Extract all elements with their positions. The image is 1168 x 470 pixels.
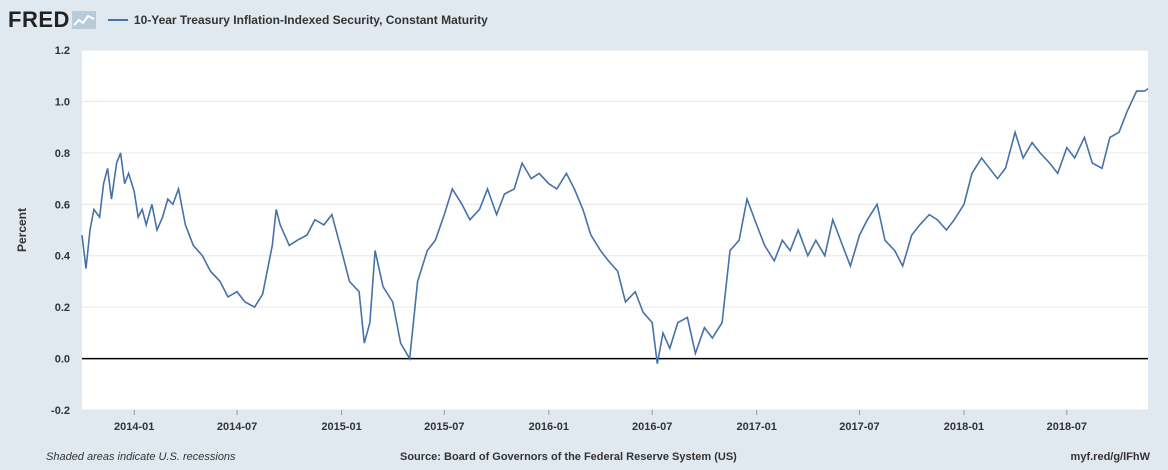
y-tick-label: 1.0 (55, 96, 70, 108)
x-tick-label: 2017-07 (839, 421, 879, 433)
x-tick-label: 2016-01 (529, 421, 569, 433)
y-tick-label: 0.4 (55, 251, 71, 263)
line-chart-icon (71, 11, 96, 29)
y-tick-label: 0.2 (55, 302, 70, 314)
recessions-note: Shaded areas indicate U.S. recessions (46, 451, 236, 463)
source-text: Source: Board of Governors of the Federa… (400, 451, 737, 463)
series-line[interactable] (81, 87, 1149, 364)
y-tick-label: 1.2 (55, 45, 70, 57)
x-tick-label: 2014-01 (114, 421, 154, 433)
legend-label: 10-Year Treasury Inflation-Indexed Secur… (133, 13, 488, 27)
x-axis: 2014-01 2014-07 2015-01 2015-07 2016-01 2016-… (114, 410, 1087, 433)
gridlines (82, 49, 1148, 411)
plot-area (82, 50, 1148, 410)
short-url-link[interactable]: myf.red/g/lFhW (1070, 451, 1150, 463)
y-axis-label: Percent (15, 208, 29, 252)
x-tick-label: 2016-07 (632, 421, 672, 433)
x-tick-label: 2018-01 (944, 421, 984, 433)
legend-swatch (107, 19, 128, 21)
y-tick-label: -0.2 (51, 405, 70, 417)
fred-logo[interactable]: FRED (8, 7, 70, 32)
y-tick-label: 0.0 (55, 354, 70, 366)
chart-header: FRED 10-Year Treasury Inflation-Indexed … (8, 6, 488, 34)
y-axis: -0.2 0.0 0.2 0.4 0.6 0.8 1.0 1.2 (51, 45, 71, 417)
x-tick-label: 2014-07 (217, 421, 257, 433)
x-tick-label: 2015-01 (321, 421, 361, 433)
x-tick-label: 2018-07 (1047, 421, 1087, 433)
legend: 10-Year Treasury Inflation-Indexed Secur… (107, 13, 488, 27)
y-tick-label: 0.6 (55, 199, 70, 211)
x-tick-label: 2017-01 (737, 421, 777, 433)
y-tick-label: 0.8 (55, 148, 70, 160)
x-tick-label: 2015-07 (424, 421, 464, 433)
